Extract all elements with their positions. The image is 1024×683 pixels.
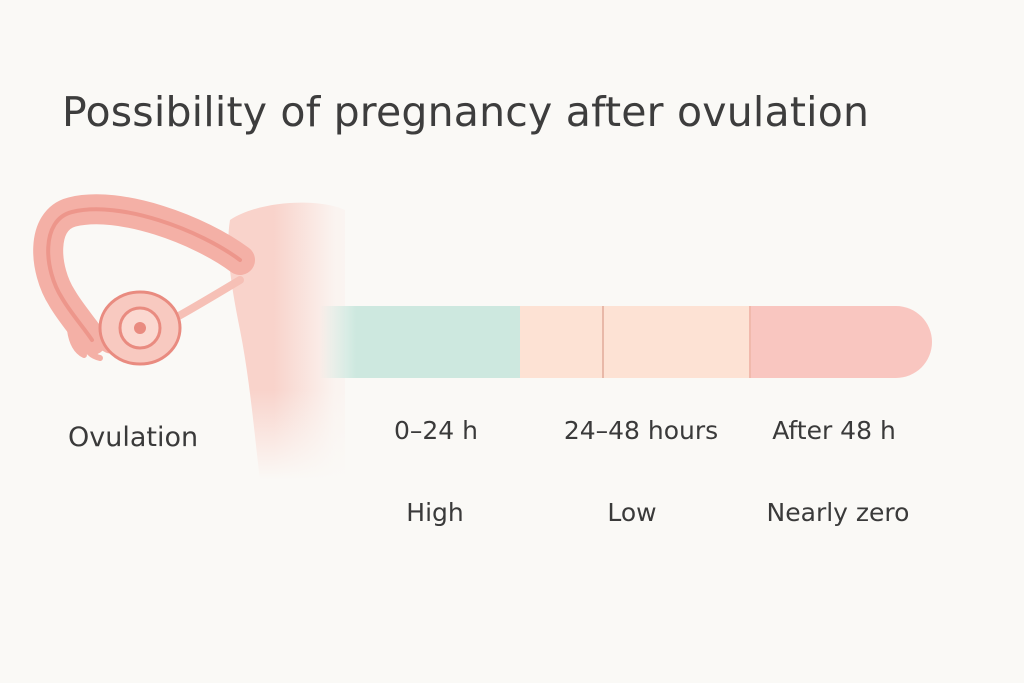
likelihood-label-zero: Nearly zero [766,498,910,527]
page-title: Possibility of pregnancy after ovulation [62,88,870,136]
segment-zero [750,306,932,378]
likelihood-label-high: High [406,498,464,527]
likelihood-label-low: Low [607,498,657,527]
time-label-zero: After 48 h [772,416,896,445]
segment-low [520,306,750,378]
segment-high [320,306,520,378]
likelihood-timeline-bar [320,306,932,378]
time-label-low: 24–48 hours [563,416,719,445]
ovulation-label: Ovulation [68,422,199,453]
reproductive-organ-illustration [0,180,380,480]
time-label-high: 0–24 h [393,416,479,445]
